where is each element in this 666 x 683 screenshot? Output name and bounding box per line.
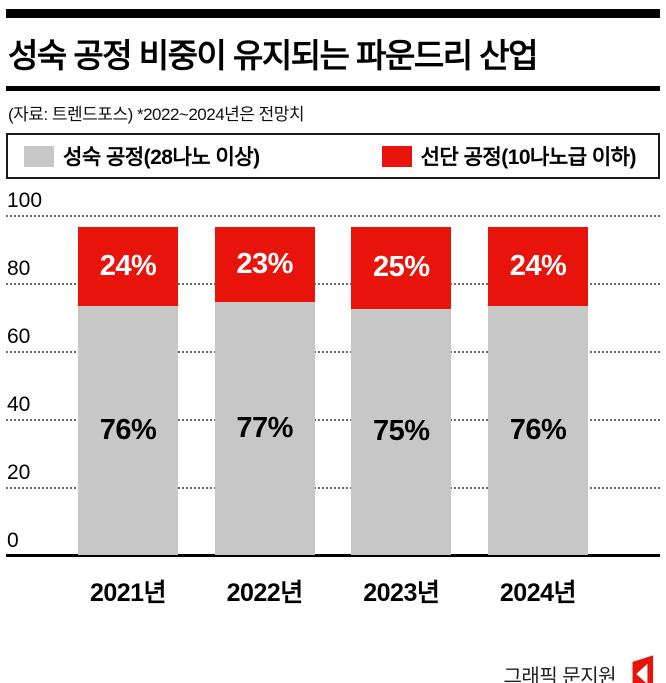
bar-2021년: 24% 76% (78, 226, 178, 555)
bar-2022년: 23% 77% (214, 226, 315, 555)
segment-advanced: 24% (487, 226, 588, 306)
category-label-2022년: 2022년 (226, 579, 304, 607)
y-tick-label-20: 20 (7, 461, 31, 484)
segment-mature: 75% (351, 308, 452, 555)
plot-area: 24% 76% 23% 77% 25% 75% 24% 76% 0 20 40 60 80 100 (6, 190, 660, 557)
infographic: 성숙 공정 비중이 유지되는 파운드리 산업 (자료: 트렌드포스) *2022… (0, 9, 666, 683)
stacked-bar-chart: 24% 76% 23% 77% 25% 75% 24% 76% 0 20 40 60 80 100 20… (6, 190, 660, 609)
gridline-60 (6, 351, 660, 353)
mature-swatch-icon (24, 145, 54, 167)
y-tick-label-60: 60 (7, 325, 31, 348)
segment-advanced: 25% (351, 226, 452, 309)
gridline-80 (6, 283, 660, 285)
legend-label-advanced: 선단 공정(10나노급 이하) (420, 146, 637, 169)
y-tick-label-100: 100 (7, 189, 43, 212)
category-row: 2021년 2022년 2023년 2024년 (78, 573, 588, 609)
source-note: (자료: 트렌드포스) *2022~2024년은 전망치 (8, 105, 305, 124)
category-label-2021년: 2021년 (89, 579, 167, 607)
category-label-2023년: 2023년 (363, 579, 440, 607)
y-tick-label-80: 80 (7, 257, 31, 280)
segment-mature: 76% (487, 305, 588, 555)
segment-mature: 77% (214, 302, 315, 555)
publisher-logo-icon (626, 655, 654, 683)
category-label-2024년: 2024년 (499, 579, 577, 607)
graphic-credit: 그래픽 문지원 (503, 665, 617, 683)
y-tick-label-0: 0 (7, 529, 19, 552)
title-divider (6, 86, 660, 91)
bar-2023년: 25% 75% (351, 226, 452, 555)
y-tick-label-40: 40 (7, 393, 31, 416)
gridline-40 (6, 419, 660, 421)
gridline-0 (6, 554, 660, 557)
footer: 그래픽 문지원 (6, 655, 660, 683)
gridline-100 (6, 215, 660, 217)
page-title: 성숙 공정 비중이 유지되는 파운드리 산업 (8, 37, 538, 74)
legend-item-mature: 성숙 공정(28나노 이상) (24, 141, 260, 171)
segment-advanced: 24% (78, 226, 178, 306)
gridline-20 (6, 487, 660, 489)
advanced-swatch-icon (381, 145, 412, 167)
top-rule (6, 9, 660, 18)
bars-zone: 24% 76% 23% 77% 25% 75% 24% 76% (78, 217, 588, 555)
segment-mature: 76% (78, 305, 178, 555)
legend: 성숙 공정(28나노 이상) 선단 공정(10나노급 이하) (6, 133, 660, 179)
legend-item-advanced: 선단 공정(10나노급 이하) (381, 141, 637, 171)
segment-advanced: 23% (214, 226, 315, 303)
bar-2024년: 24% 76% (487, 226, 588, 555)
legend-label-mature: 성숙 공정(28나노 이상) (63, 146, 260, 169)
